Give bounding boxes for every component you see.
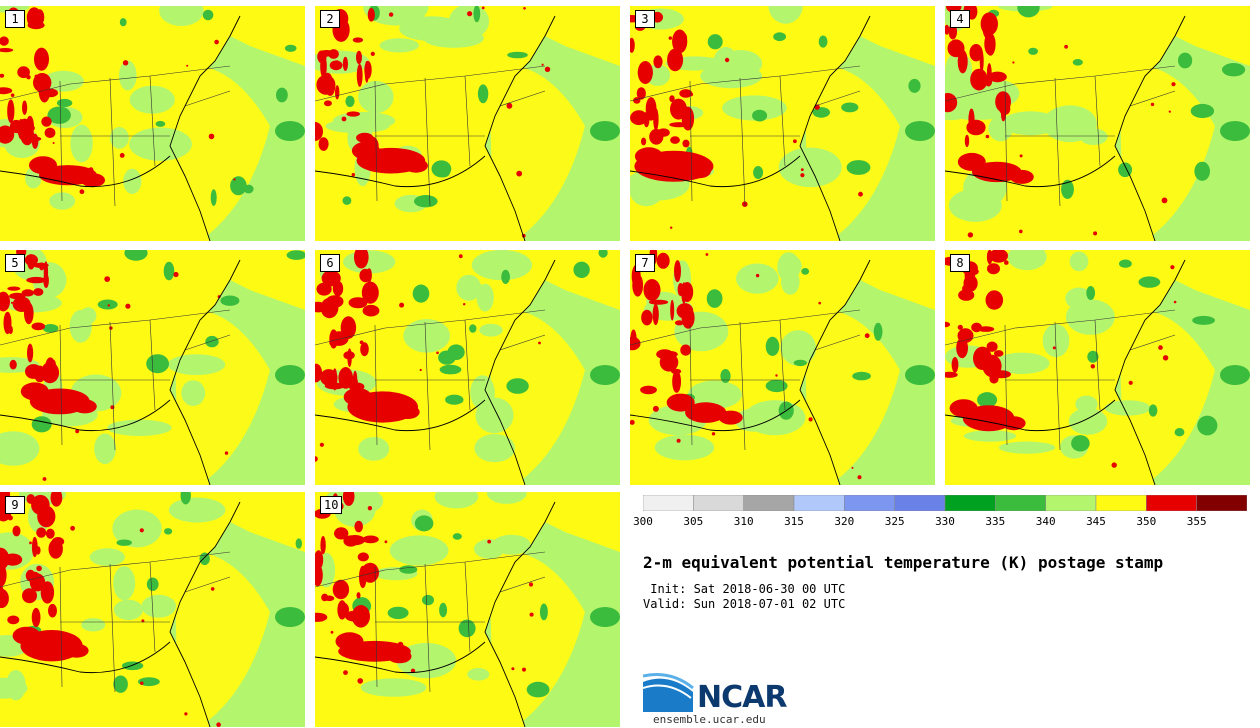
valid-time: Valid: Sun 2018-07-01 02 UTC — [643, 597, 846, 611]
member-number-label: 4 — [950, 10, 970, 28]
logo-text: NCAR — [697, 680, 787, 715]
colorbar-tick-label: 310 — [733, 515, 754, 528]
colorbar-tick-label: 320 — [834, 515, 855, 528]
init-time: Init: Sat 2018-06-30 00 UTC — [643, 582, 846, 596]
colorbar-segment — [1095, 495, 1147, 511]
member-number-label: 6 — [320, 254, 340, 272]
member-number-label: 8 — [950, 254, 970, 272]
member-map — [315, 6, 620, 241]
member-map — [315, 250, 620, 485]
colorbar-segment — [944, 495, 996, 511]
member-number-label: 2 — [320, 10, 340, 28]
member-number-label: 3 — [635, 10, 655, 28]
ensemble-member-panel: 9 — [0, 492, 305, 727]
colorbar-tick-label: 335 — [985, 515, 1006, 528]
chart-title: 2-m equivalent potential temperature (K)… — [643, 553, 1164, 572]
colorbar-tick-label: 345 — [1086, 515, 1106, 528]
member-map — [0, 492, 305, 727]
colorbar-segment — [894, 495, 946, 511]
colorbar-segment — [1196, 495, 1247, 511]
colorbar-segment — [693, 495, 744, 511]
ensemble-member-panel: 8 — [945, 250, 1250, 485]
colorbar-tick-label: 315 — [784, 515, 804, 528]
ensemble-member-panel: 4 — [945, 6, 1250, 241]
member-map — [0, 250, 305, 485]
colorbar-segment — [793, 495, 845, 511]
colorbar-tick-label: 340 — [1035, 515, 1056, 528]
ensemble-member-panel: 1 — [0, 6, 305, 241]
ncar-logo-icon — [643, 673, 694, 712]
ensemble-member-panel: 7 — [630, 250, 935, 485]
colorbar-segment — [995, 495, 1046, 511]
colorbar-tick-label: 350 — [1136, 515, 1157, 528]
colorbar — [643, 495, 1247, 511]
logo-url: ensemble.ucar.edu — [653, 713, 766, 726]
colorbar-tick-label: 330 — [935, 515, 955, 528]
colorbar-segment — [1146, 495, 1197, 511]
member-number-label: 10 — [320, 496, 343, 514]
member-number-label: 1 — [5, 10, 25, 28]
member-map — [630, 250, 935, 485]
ensemble-member-panel: 2 — [315, 6, 620, 241]
colorbar-tick-label: 325 — [884, 515, 905, 528]
colorbar-segment — [844, 495, 895, 511]
member-number-label: 5 — [5, 254, 25, 272]
member-map — [945, 6, 1250, 241]
member-map — [0, 6, 305, 241]
member-map — [315, 492, 620, 727]
colorbar-segment — [743, 495, 795, 511]
ensemble-member-panel: 5 — [0, 250, 305, 485]
colorbar-tick-label: 355 — [1186, 515, 1207, 528]
colorbar-segment — [643, 495, 694, 511]
colorbar-segment — [1045, 495, 1097, 511]
member-map — [630, 6, 935, 241]
member-number-label: 9 — [5, 496, 25, 514]
ensemble-member-panel: 3 — [630, 6, 935, 241]
ensemble-member-panel: 6 — [315, 250, 620, 485]
member-number-label: 7 — [635, 254, 655, 272]
member-map — [945, 250, 1250, 485]
colorbar-tick-label: 300 — [633, 515, 653, 528]
ensemble-member-panel: 10 — [315, 492, 620, 727]
colorbar-tick-label: 305 — [683, 515, 704, 528]
